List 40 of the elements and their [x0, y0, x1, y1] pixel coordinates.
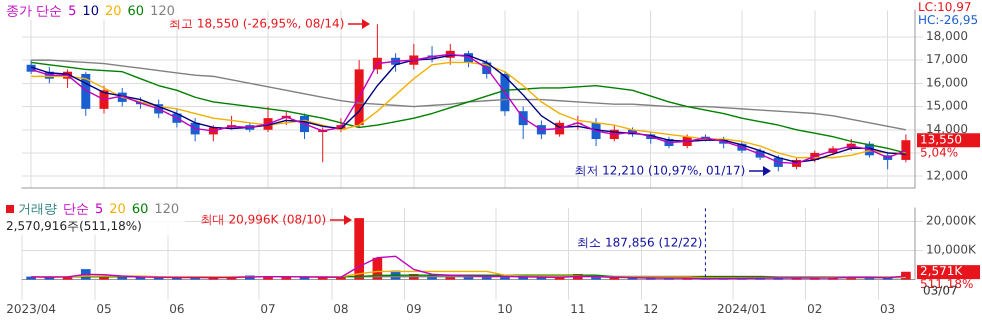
text: 5 — [95, 202, 104, 217]
y-tick-label: 20,000K — [926, 213, 977, 228]
annotation: 최고 18,550 (-26,95%, 08/14) — [169, 16, 344, 30]
x-tick-label: 10 — [497, 302, 513, 316]
y-tick-label: 16,000 — [926, 75, 968, 90]
y-tick-label: 12,000 — [926, 168, 968, 182]
text: 5,04% — [920, 145, 958, 160]
x-tick-label: 02 — [807, 302, 822, 316]
text: 60 — [132, 202, 148, 217]
text: 5 — [68, 4, 76, 19]
text: 20 — [109, 202, 126, 217]
text: 10 — [82, 4, 99, 19]
text: 20 — [104, 4, 122, 19]
legend-title: 단순 — [63, 202, 89, 217]
x-tick-label: 09 — [406, 302, 422, 316]
annotation: 최대 20,996K (08/10) — [200, 212, 326, 226]
x-tick-label: 2024/01 — [716, 302, 767, 316]
text: LC:10,97 — [918, 0, 972, 14]
x-tick-label: 03 — [880, 302, 896, 316]
y-tick-label: 18,000 — [926, 29, 968, 44]
legend-title: 종가 단순 — [6, 4, 62, 19]
text: 120 — [150, 4, 175, 19]
legend-label: 거래량 — [17, 202, 57, 217]
x-tick-label: 08 — [333, 302, 349, 316]
text: 2,571K — [920, 264, 964, 278]
y-tick-label: 10,000K — [926, 242, 977, 257]
text: HC:-26,95 — [918, 13, 978, 28]
x-tick-label: 05 — [96, 302, 112, 316]
x-tick-label: 06 — [169, 302, 185, 316]
text: 120 — [154, 202, 180, 217]
annotation: 최소 187,856 (12/22) — [577, 235, 702, 250]
text: 2,570,916주(511,18%) — [6, 218, 143, 235]
x-tick-label: 07 — [260, 302, 276, 316]
annotation: 최저 12,210 (10,97%, 01/17) — [574, 163, 746, 178]
x-tick-label: 12 — [643, 302, 658, 316]
text: 60 — [128, 4, 144, 19]
x-tick-label: 11 — [570, 302, 586, 316]
y-tick-label: 17,000 — [926, 52, 968, 66]
x-tick-label: 2023/04 — [6, 302, 56, 316]
y-tick-label: 15,000 — [926, 98, 968, 113]
